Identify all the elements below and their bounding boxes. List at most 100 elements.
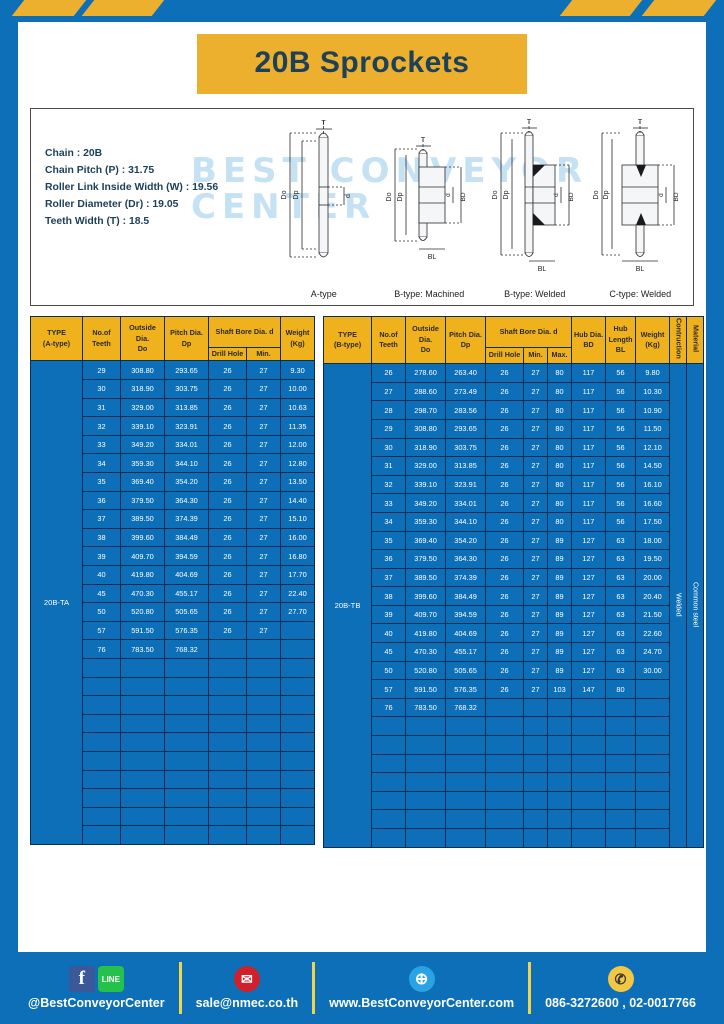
table-cell: 80: [547, 400, 573, 420]
table-row: 31 329.00 313.85 26 27 80 117 56 14.50: [324, 456, 704, 476]
table-row: 45 470.30 455.17 26 27 89 127 63 24.70: [324, 642, 704, 662]
lt-header-pitch-dia: Pitch Dia. Dp: [164, 315, 209, 362]
table-cell: 56: [605, 418, 637, 439]
specifications-list: Chain : 20B Chain Pitch (P) : 31.75 Roll…: [31, 109, 271, 305]
table-cell: 505.65: [445, 660, 487, 681]
table-cell: 117: [571, 381, 607, 402]
table-cell: 80: [547, 363, 573, 383]
table-row: 33 349.20 334.01 26 27 12.00: [31, 434, 316, 455]
table-cell-empty: [523, 772, 549, 792]
table-cell: 56: [605, 437, 637, 458]
table-cell: 354.20: [445, 530, 487, 551]
table-cell: 783.50: [405, 697, 447, 718]
rt-header-weight-main: Weight: [640, 329, 665, 339]
table-cell: 37: [371, 567, 407, 588]
rt-header-weight: Weight (Kg): [635, 315, 671, 365]
table-cell: 27: [523, 437, 549, 458]
svg-text:T: T: [321, 120, 326, 127]
table-cell-empty: [405, 828, 447, 848]
footer-email[interactable]: ✉ sale@nmec.co.th: [182, 959, 313, 1017]
spec-roller-diameter: Roller Diameter (Dr) : 19.05: [45, 199, 179, 210]
table-cell: 26: [371, 363, 407, 383]
page-card: 20B Sprockets BEST CONVEYOR CENTER Chain…: [18, 22, 706, 952]
table-cell: 26: [208, 527, 247, 548]
lt-header-teeth: No.of Teeth: [82, 315, 121, 362]
table-cell: 10.00: [280, 379, 316, 399]
table-cell-empty: [605, 772, 637, 792]
table-cell: 379.50: [405, 549, 447, 569]
svg-text:T: T: [638, 119, 643, 126]
lt-header-outside-sub1: Dia.: [135, 333, 150, 343]
phone-icon[interactable]: ✆: [607, 966, 634, 992]
phone-numbers: 086-3272600 , 02-0017766: [545, 996, 696, 1010]
table-cell: 17.50: [635, 511, 671, 532]
footer-social[interactable]: f LINE @BestConveyorCenter: [14, 959, 179, 1017]
svg-text:d: d: [553, 193, 560, 197]
table-cell-empty: [280, 825, 316, 846]
table-cell: 389.50: [405, 567, 447, 588]
table-cell: 576.35: [445, 679, 487, 699]
table-row: 27 288.60 273.49 26 27 80 117 56 10.30: [324, 381, 704, 402]
c-welded-drawing: T Do Dp d BD BL: [593, 119, 680, 273]
line-icon[interactable]: LINE: [97, 966, 124, 992]
lt-header-pitch-sub: Dp: [181, 338, 192, 348]
table-cell: 39: [82, 546, 121, 566]
b-type-table: TYPE (B-type) No.of Teeth Outside Dia. D…: [323, 315, 705, 848]
table-cell-empty: [571, 809, 607, 830]
footer-phone[interactable]: ✆ 086-3272600 , 02-0017766: [531, 959, 710, 1017]
table-row-empty: [31, 806, 316, 827]
table-cell: 26: [208, 583, 247, 604]
table-cell: 63: [605, 567, 637, 588]
facebook-icon[interactable]: f: [68, 966, 95, 992]
table-cell: 30: [82, 379, 121, 399]
corner-chevron-1: [11, 0, 87, 16]
table-cell-empty: [82, 732, 121, 752]
table-row-empty: [31, 713, 316, 734]
table-cell: 40: [371, 623, 407, 644]
watermark: BEST CONVEYOR CENTER: [191, 153, 588, 225]
table-cell: 9.80: [635, 363, 671, 383]
rt-header-pitch-main: Pitch Dia.: [449, 329, 482, 339]
table-cell-empty: [164, 713, 209, 734]
table-cell-empty: [635, 828, 671, 848]
table-cell: 349.20: [405, 493, 447, 513]
lt-header-type-main: TYPE: [47, 328, 66, 338]
watermark-line-2: CENTER: [191, 187, 377, 227]
table-cell: 27: [245, 546, 282, 566]
table-cell: 19.50: [635, 549, 671, 569]
table-cell-empty: [208, 695, 247, 715]
table-cell: 27: [245, 509, 282, 529]
table-cell: 35: [371, 530, 407, 551]
spec-roller-link-width: Roller Link Inside Width (W) : 19.56: [45, 182, 219, 193]
table-cell: 56: [605, 474, 637, 495]
table-cell: 26: [208, 434, 247, 455]
svg-text:T: T: [527, 119, 532, 126]
table-cell: 364.30: [445, 549, 487, 569]
table-cell: 26: [208, 546, 247, 566]
table-cell: 26: [485, 456, 525, 476]
globe-icon[interactable]: ⊕: [408, 966, 435, 992]
lt-header-type-sub: (A-type): [42, 338, 71, 348]
table-cell: 27: [523, 549, 549, 569]
table-row-empty: [324, 772, 704, 792]
table-cell: 273.49: [445, 381, 487, 402]
table-cell: 27: [245, 602, 282, 622]
table-row: 40 419.80 404.69 26 27 17.70: [31, 564, 316, 585]
table-cell: 27: [245, 527, 282, 548]
table-cell-empty: [635, 790, 671, 811]
table-cell: 26: [485, 660, 525, 681]
svg-text:d: d: [345, 194, 352, 198]
table-cell: 12.80: [280, 453, 316, 473]
rt-header-drill-hole: Drill Hole: [485, 346, 525, 365]
b-machined-drawing: T Do Dp d BD BL: [386, 137, 467, 261]
table-cell: 10.63: [280, 397, 316, 418]
table-cell: 26: [208, 509, 247, 529]
corner-chevron-2: [81, 0, 165, 16]
mail-icon[interactable]: ✉: [233, 966, 260, 992]
table-cell: 10.90: [635, 400, 671, 420]
footer-website[interactable]: ⊕ www.BestConveyorCenter.com: [315, 959, 528, 1017]
table-cell: 27: [245, 434, 282, 455]
table-cell-empty: [280, 676, 316, 697]
table-cell-empty: [120, 657, 165, 678]
lt-header-bore-min: Min.: [245, 346, 282, 362]
